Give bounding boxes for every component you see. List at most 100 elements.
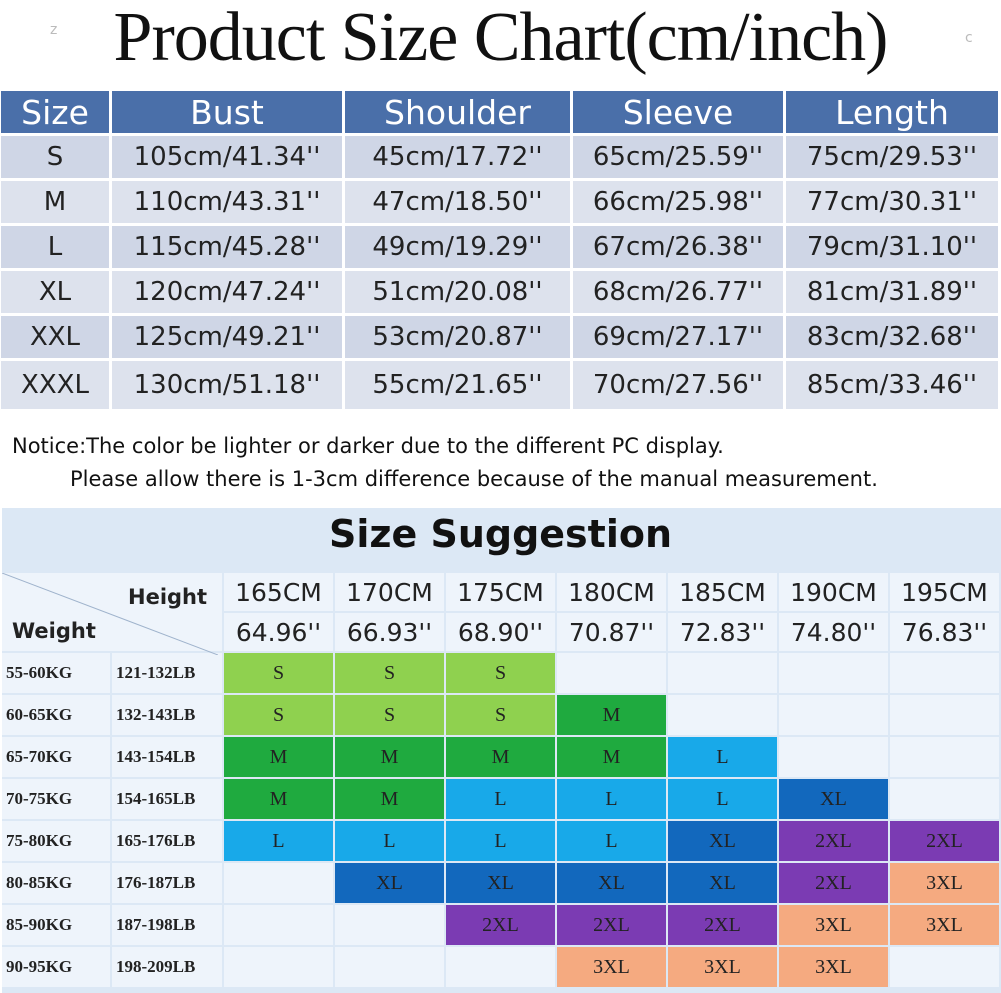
height-inch-header: 64.96'' — [224, 613, 333, 651]
weight-kg-label: 60-65KG — [2, 695, 110, 735]
size-suggestion-cell: 2XL — [890, 821, 999, 861]
weight-row: 80-85KG 176-187LB XL XL XL XL 2XL 3XL — [2, 863, 999, 903]
size-table-cell-bust: 120cm/47.24'' — [112, 271, 342, 313]
empty-cell — [335, 905, 444, 945]
height-cm-header: 185CM — [668, 573, 777, 611]
size-suggestion-cell: L — [335, 821, 444, 861]
height-inch-header: 70.87'' — [557, 613, 666, 651]
size-table-cell-length: 81cm/31.89'' — [786, 271, 998, 313]
empty-cell — [779, 737, 888, 777]
size-table-cell-size: XXXL — [1, 361, 109, 409]
size-suggestion-cell: L — [224, 821, 333, 861]
diagonal-divider-icon — [2, 573, 218, 655]
size-suggestion-cell: L — [446, 821, 555, 861]
height-weight-corner: Height Weight — [2, 573, 222, 655]
empty-cell — [335, 947, 444, 987]
size-table-cell-size: XXL — [1, 316, 109, 358]
weight-row: 60-65KG 132-143LB S S S M — [2, 695, 999, 735]
size-table-row: S 105cm/41.34'' 45cm/17.72'' 65cm/25.59'' 75… — [1, 136, 998, 178]
empty-cell — [557, 653, 666, 693]
size-table-cell-size: S — [1, 136, 109, 178]
weight-lb-label: 121-132LB — [112, 653, 222, 693]
size-table-cell-size: M — [1, 181, 109, 223]
size-table-cell-shoulder: 45cm/17.72'' — [345, 136, 570, 178]
size-table-cell-sleeve: 66cm/25.98'' — [573, 181, 783, 223]
size-suggestion-cell: XL — [446, 863, 555, 903]
header-bust: Bust — [112, 91, 342, 133]
empty-cell — [668, 653, 777, 693]
empty-cell — [779, 695, 888, 735]
size-suggestion-cell: 3XL — [890, 863, 999, 903]
weight-kg-label: 65-70KG — [2, 737, 110, 777]
empty-cell — [779, 653, 888, 693]
weight-lb-label: 143-154LB — [112, 737, 222, 777]
height-cm-header: 175CM — [446, 573, 555, 611]
size-suggestion-title: Size Suggestion — [328, 512, 673, 556]
empty-cell — [668, 695, 777, 735]
size-suggestion-cell: S — [335, 695, 444, 735]
height-inch-header: 68.90'' — [446, 613, 555, 651]
size-suggestion-cell: M — [335, 779, 444, 819]
size-suggestion-cell: M — [557, 695, 666, 735]
empty-cell — [890, 947, 999, 987]
height-inch-header: 76.83'' — [890, 613, 999, 651]
weight-label: Weight — [12, 619, 96, 643]
size-suggestion-cell: S — [224, 695, 333, 735]
size-table-cell-length: 75cm/29.53'' — [786, 136, 998, 178]
weight-kg-label: 80-85KG — [2, 863, 110, 903]
empty-cell — [224, 863, 333, 903]
weight-kg-label: 70-75KG — [2, 779, 110, 819]
size-suggestion-cell: L — [668, 779, 777, 819]
height-inch-row: 64.96'' 66.93'' 68.90'' 70.87'' 72.83'' 74.80… — [2, 613, 999, 651]
size-suggestion-cell: 3XL — [557, 947, 666, 987]
corner-mark-right: c — [965, 30, 973, 46]
weight-kg-label: 85-90KG — [2, 905, 110, 945]
empty-cell — [890, 779, 999, 819]
weight-kg-label: 75-80KG — [2, 821, 110, 861]
size-suggestion-cell: 2XL — [779, 821, 888, 861]
height-inch-header: 74.80'' — [779, 613, 888, 651]
size-suggestion-cell: 3XL — [779, 905, 888, 945]
size-table-cell-shoulder: 53cm/20.87'' — [345, 316, 570, 358]
size-table-cell-bust: 105cm/41.34'' — [112, 136, 342, 178]
weight-row: 90-95KG 198-209LB 3XL 3XL 3XL — [2, 947, 999, 987]
size-table-row: M 110cm/43.31'' 47cm/18.50'' 66cm/25.98'' 77… — [1, 181, 998, 223]
height-cm-header: 195CM — [890, 573, 999, 611]
weight-row: 70-75KG 154-165LB M M L L L XL — [2, 779, 999, 819]
height-cm-header: 180CM — [557, 573, 666, 611]
size-suggestion-cell: M — [446, 737, 555, 777]
height-cm-header: 190CM — [779, 573, 888, 611]
empty-cell — [890, 653, 999, 693]
size-suggestion-cell: 3XL — [668, 947, 777, 987]
size-suggestion-cell: 2XL — [557, 905, 666, 945]
height-inch-header: 66.93'' — [335, 613, 444, 651]
empty-cell — [224, 905, 333, 945]
height-cm-row: Height Weight 165CM 170CM 175CM 180CM 185CM 1… — [2, 573, 999, 655]
height-inch-header: 72.83'' — [668, 613, 777, 651]
weight-lb-label: 187-198LB — [112, 905, 222, 945]
size-table-cell-sleeve: 68cm/26.77'' — [573, 271, 783, 313]
size-suggestion-cell: S — [335, 653, 444, 693]
size-table-cell-bust: 110cm/43.31'' — [112, 181, 342, 223]
size-table-cell-bust: 125cm/49.21'' — [112, 316, 342, 358]
weight-row: 85-90KG 187-198LB 2XL 2XL 2XL 3XL 3XL — [2, 905, 999, 945]
size-table-cell-length: 79cm/31.10'' — [786, 226, 998, 268]
weight-kg-label: 55-60KG — [2, 653, 110, 693]
size-suggestion-cell: XL — [668, 821, 777, 861]
header-shoulder: Shoulder — [345, 91, 570, 133]
header-size: Size — [1, 91, 109, 133]
notice-line-1: Notice:The color be lighter or darker du… — [12, 434, 724, 458]
notice-line-2: Please allow there is 1-3cm difference b… — [70, 467, 878, 491]
size-suggestion-cell: L — [557, 779, 666, 819]
size-table-cell-shoulder: 47cm/18.50'' — [345, 181, 570, 223]
size-table-cell-sleeve: 70cm/27.56'' — [573, 361, 783, 409]
size-suggestion-cell: 2XL — [779, 863, 888, 903]
size-table-cell-size: XL — [1, 271, 109, 313]
weight-row: 75-80KG 165-176LB L L L L XL 2XL 2XL — [2, 821, 999, 861]
size-table-cell-bust: 115cm/45.28'' — [112, 226, 342, 268]
size-table-cell-shoulder: 55cm/21.65'' — [345, 361, 570, 409]
size-suggestion-cell: XL — [779, 779, 888, 819]
header-length: Length — [786, 91, 998, 133]
height-label: Height — [128, 585, 208, 609]
size-suggestion-grid: Height Weight 165CM 170CM 175CM 180CM 185CM 1… — [0, 571, 1001, 989]
